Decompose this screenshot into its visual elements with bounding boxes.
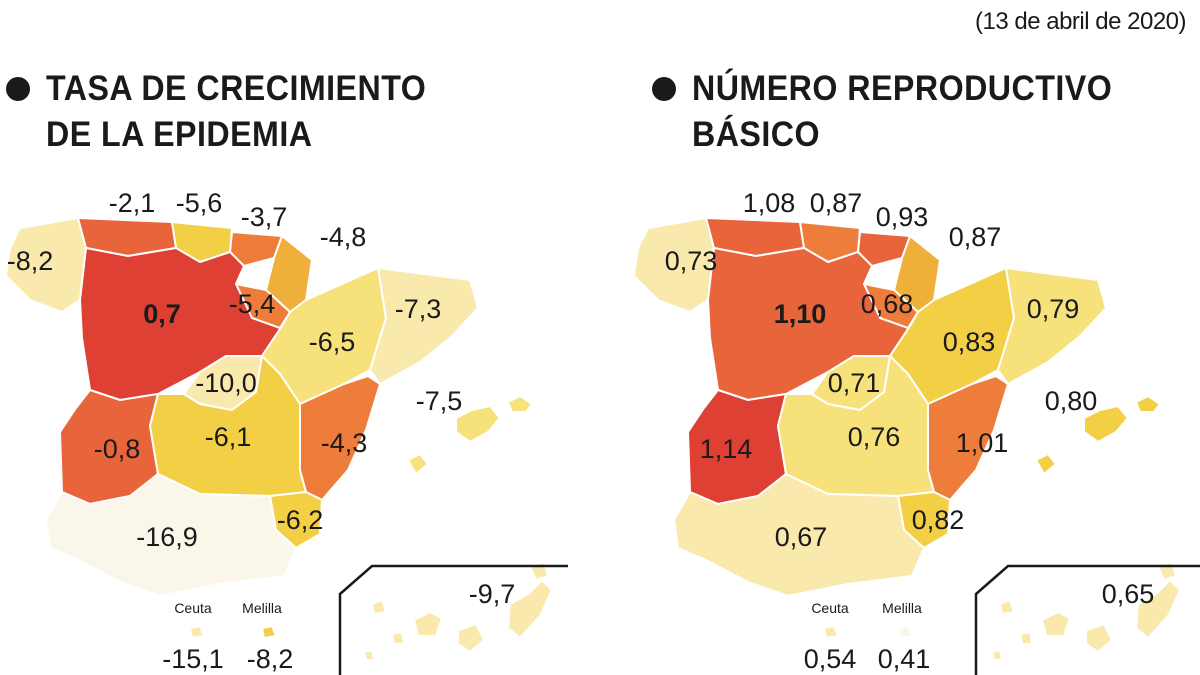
region-pais-vasco [857,231,911,267]
label-baleares: 0,80 [1045,386,1098,416]
label-cataluna: -7,3 [395,294,442,324]
label-canarias: -9,7 [469,579,516,609]
label-andalucia: 0,67 [775,522,828,552]
label-melilla-name: Melilla [882,600,922,616]
label-ceuta: -15,1 [162,644,224,674]
r0-title-line2: BÁSICO [692,115,820,154]
growth-title-line2: DE LA EPIDEMIA [46,115,313,154]
label-andalucia: -16,9 [136,522,198,552]
region-valencia [299,375,381,501]
label-cantabria: 0,87 [810,188,863,218]
label-castilla-la-mancha: -6,1 [205,422,252,452]
region-andalucia [673,473,925,597]
region-canarias [991,561,1181,661]
region-valencia [927,375,1009,501]
r0-map: 0,73 1,08 0,87 0,93 0,87 1,10 0,68 0,83 … [633,188,1200,675]
label-valencia: -4,3 [321,428,368,458]
region-canarias [363,561,553,661]
canarias-inset-frame [338,564,568,675]
label-melilla-name: Melilla [242,600,282,616]
region-andalucia [45,473,297,597]
label-asturias: -2,1 [109,188,156,218]
label-pais-vasco: -3,7 [241,202,288,232]
growth-map: -8,2 -2,1 -5,6 -3,7 -4,8 0,7 -5,4 -6,5 -… [5,188,568,675]
label-la-rioja: 0,68 [861,289,914,319]
label-galicia: 0,73 [665,246,718,276]
label-la-rioja: -5,4 [229,289,276,319]
label-melilla: 0,41 [878,644,931,674]
label-ceuta: 0,54 [804,644,857,674]
label-castilla-leon: 1,10 [774,299,827,329]
growth-title: TASA DE CRECIMIENTO DE LA EPIDEMIA [46,66,426,158]
region-ceuta [823,625,839,639]
region-melilla [897,625,913,639]
region-baleares [1035,395,1161,475]
region-cataluna [997,267,1107,385]
bullet-icon [6,77,30,101]
label-aragon: -6,5 [309,327,356,357]
growth-regions [5,217,553,661]
label-madrid: -10,0 [195,368,257,398]
r0-title-line1: NÚMERO REPRODUCTIVO [692,69,1113,108]
label-pais-vasco: 0,93 [876,202,929,232]
bullet-icon [652,77,676,101]
label-cantabria: -5,6 [176,188,223,218]
label-murcia: 0,82 [912,505,965,535]
r0-labels: 0,73 1,08 0,87 0,93 0,87 1,10 0,68 0,83 … [665,188,1155,674]
label-ceuta-name: Ceuta [811,600,849,616]
region-ceuta [189,625,205,639]
label-valencia: 1,01 [956,428,1009,458]
label-ceuta-name: Ceuta [174,600,212,616]
label-melilla: -8,2 [247,644,294,674]
label-baleares: -7,5 [416,386,463,416]
label-canarias: 0,65 [1102,579,1155,609]
region-pais-vasco [229,231,283,267]
region-baleares [407,395,533,475]
label-navarra: -4,8 [320,222,367,252]
label-murcia: -6,2 [277,505,324,535]
label-castilla-leon: 0,7 [143,299,181,329]
canarias-inset-frame [974,564,1200,675]
region-melilla [261,625,277,639]
r0-title: NÚMERO REPRODUCTIVO BÁSICO [692,66,1112,158]
region-cataluna [369,267,479,385]
date-label: (13 de abril de 2020) [975,8,1186,35]
label-extremadura: -0,8 [94,434,141,464]
growth-title-line1: TASA DE CRECIMIENTO [46,69,427,108]
label-navarra: 0,87 [949,222,1002,252]
label-galicia: -8,2 [7,246,54,276]
label-asturias: 1,08 [743,188,796,218]
label-aragon: 0,83 [943,327,996,357]
label-cataluna: 0,79 [1027,294,1080,324]
label-madrid: 0,71 [828,368,881,398]
r0-regions [633,217,1181,661]
label-extremadura: 1,14 [700,434,753,464]
growth-labels: -8,2 -2,1 -5,6 -3,7 -4,8 0,7 -5,4 -6,5 -… [7,188,516,674]
label-castilla-la-mancha: 0,76 [848,422,901,452]
